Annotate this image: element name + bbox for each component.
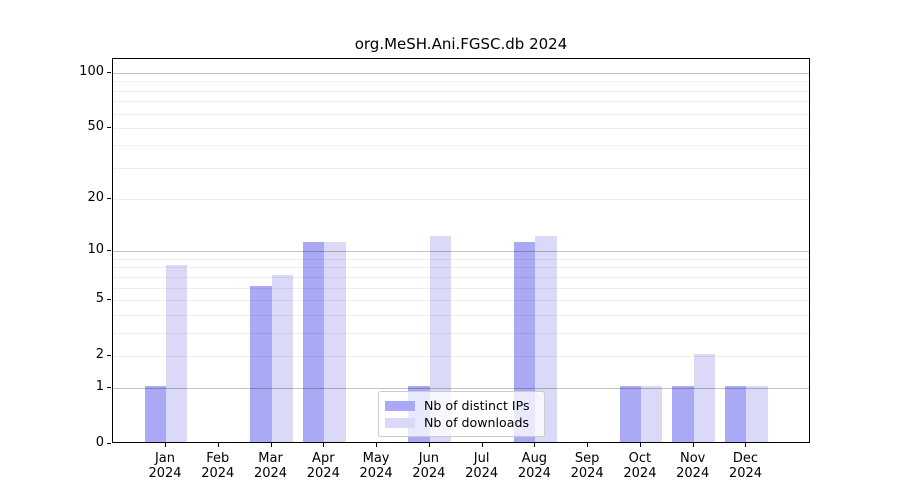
y-tick: [107, 126, 111, 128]
x-tick: [639, 443, 641, 447]
y-tick-label: 2: [95, 346, 104, 362]
gridline-major: [113, 73, 809, 74]
x-tick: [376, 443, 378, 447]
y-tick-label: 10: [87, 242, 104, 258]
y-tick-label: 100: [79, 64, 104, 79]
x-tick-label: Nov 2024: [676, 451, 710, 481]
bar-nb-of-downloads-dec: [746, 386, 768, 442]
y-tick: [107, 72, 111, 73]
gridline-minor: [113, 101, 809, 103]
bar-nb-of-distinct-ips-mar: [250, 285, 272, 442]
y-tick: [107, 443, 111, 444]
bar-nb-of-downloads-jan: [166, 265, 188, 442]
x-tick-label: Aug 2024: [517, 451, 551, 481]
chart-title: org.MeSH.Ani.FGSC.db 2024: [354, 35, 568, 53]
bar-nb-of-distinct-ips-dec: [725, 386, 747, 442]
x-tick-label: Jun 2024: [412, 451, 446, 481]
gridline-minor: [113, 90, 809, 92]
x-tick-label: Mar 2024: [253, 451, 288, 481]
gridline-minor: [113, 299, 809, 301]
gridline-major: [113, 388, 809, 390]
bar-nb-of-distinct-ips-jan: [144, 386, 166, 442]
gridline-minor: [113, 332, 809, 334]
y-tick: [107, 387, 111, 389]
x-tick-label: Dec 2024: [728, 451, 763, 481]
x-tick-label: Jan 2024: [148, 451, 182, 481]
x-tick: [534, 443, 536, 447]
x-tick-label: Feb 2024: [201, 451, 235, 481]
x-tick: [745, 443, 747, 447]
gridline-minor: [113, 287, 809, 289]
gridline-minor: [113, 267, 809, 269]
x-tick: [587, 443, 589, 447]
gridline-minor: [113, 127, 809, 129]
y-tick-label: 50: [87, 118, 104, 134]
legend-item-downloads: Nb of downloads: [385, 415, 536, 430]
gridline-minor: [113, 276, 809, 278]
x-tick: [323, 443, 325, 447]
legend-item-distinct-ips: Nb of distinct IPs: [385, 398, 536, 413]
gridline-minor: [113, 199, 809, 201]
legend-label-downloads: Nb of downloads: [424, 415, 530, 430]
x-tick: [481, 443, 483, 447]
bar-nb-of-downloads-mar: [271, 274, 293, 442]
y-tick: [107, 354, 111, 356]
gridline-minor: [113, 314, 809, 316]
bar-nb-of-downloads-jun: [429, 235, 452, 442]
y-tick: [107, 250, 111, 252]
y-tick: [107, 198, 111, 200]
y-tick-label: 20: [87, 190, 104, 206]
y-tick: [107, 298, 111, 300]
gridline-minor: [113, 113, 809, 115]
legend-swatch-distinct-ips: [385, 400, 415, 411]
bar-nb-of-downloads-aug: [535, 235, 557, 442]
y-tick-label: 0: [95, 435, 104, 450]
legend: Nb of distinct IPs Nb of downloads: [378, 391, 545, 437]
bar-nb-of-downloads-nov: [693, 353, 716, 442]
x-tick-label: Jul 2024: [465, 451, 499, 481]
bar-nb-of-distinct-ips-nov: [672, 386, 694, 442]
gridline-minor: [113, 258, 809, 260]
gridline-major: [113, 251, 809, 253]
gridline-minor: [113, 81, 809, 83]
x-tick-label: Sep 2024: [570, 451, 604, 481]
x-tick: [217, 443, 219, 447]
legend-label-distinct-ips: Nb of distinct IPs: [424, 398, 530, 413]
legend-swatch-downloads: [385, 417, 415, 428]
x-tick-label: Apr 2024: [306, 451, 340, 481]
bar-nb-of-downloads-apr: [324, 242, 346, 442]
x-tick: [428, 443, 430, 447]
y-tick-label: 5: [95, 290, 104, 306]
x-tick: [692, 443, 694, 447]
x-tick: [165, 443, 166, 447]
x-tick-label: May 2024: [359, 451, 393, 481]
gridline-minor: [113, 145, 809, 147]
y-tick-label: 1: [95, 379, 104, 395]
gridline-minor: [113, 167, 809, 169]
bar-nb-of-distinct-ips-oct: [619, 386, 641, 442]
bar-nb-of-downloads-oct: [640, 386, 663, 442]
plot-area: [112, 58, 810, 443]
bar-nb-of-distinct-ips-apr: [302, 242, 325, 442]
x-tick-label: Oct 2024: [623, 451, 657, 481]
gridline-minor: [113, 355, 809, 357]
x-tick: [270, 443, 272, 447]
